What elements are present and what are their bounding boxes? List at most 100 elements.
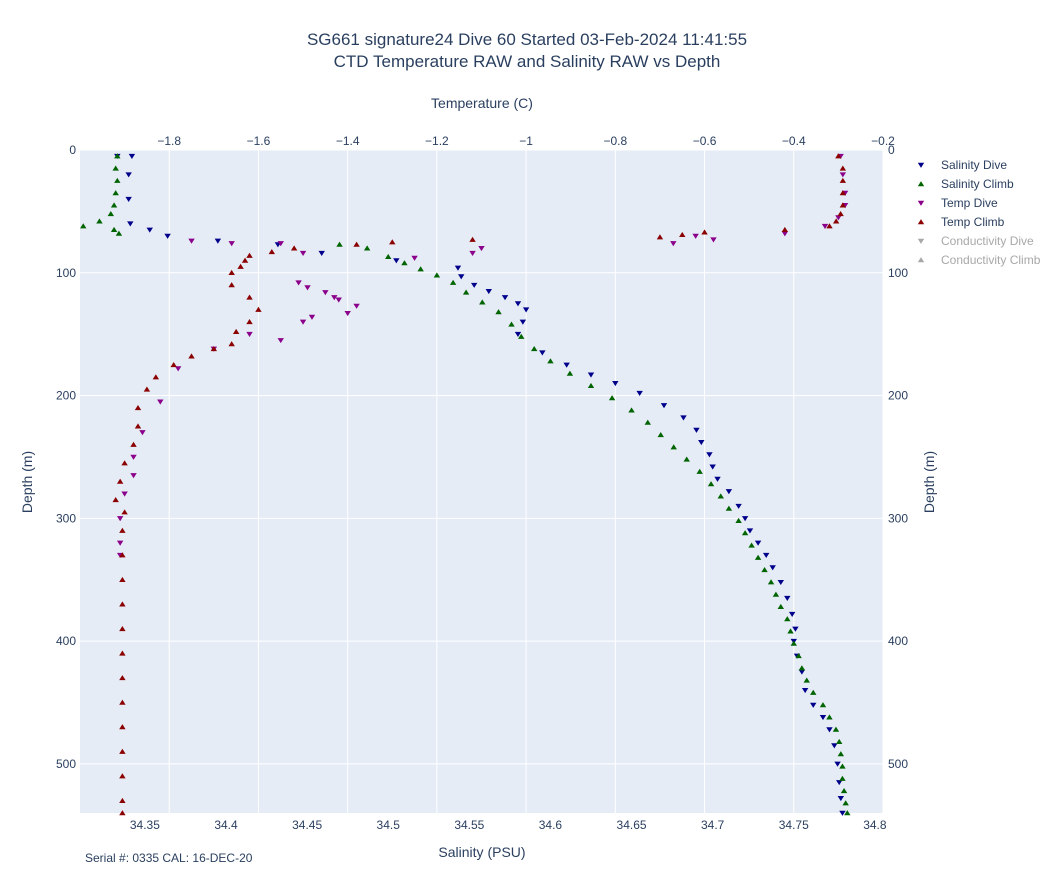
legend-label: Conductivity Climb [941, 253, 1041, 267]
temp-climb-point [781, 226, 789, 233]
temp-climb-point [232, 328, 240, 334]
salinity-dive-point [741, 516, 749, 522]
salinity-dive-point [164, 233, 171, 239]
salinity-climb-point [844, 810, 851, 816]
x-top-tick-label: −1 [519, 134, 533, 148]
temp-dive-point [322, 290, 329, 296]
temp-climb-point [839, 165, 847, 171]
salinity-climb-point [842, 800, 849, 806]
x-bottom-axis-title: Salinity (PSU) [438, 844, 525, 860]
temp-climb-point [839, 177, 847, 183]
temp-climb-point [246, 319, 253, 325]
temp-climb-point [837, 210, 844, 217]
salinity-climb-point [657, 431, 664, 438]
legend-label: Salinity Dive [941, 158, 1007, 172]
x-top-tick-label: −1.8 [157, 134, 181, 148]
salinity-dive-point [735, 503, 742, 509]
salinity-dive-point [539, 350, 546, 356]
salinity-dive-point [769, 565, 776, 571]
legend-item-temp-climb[interactable]: Temp Climb [917, 215, 1005, 229]
temp-climb-point [228, 341, 235, 347]
serial-footnote: Serial #: 0335 CAL: 16-DEC-20 [85, 851, 253, 865]
temp-dive-point [246, 331, 253, 338]
salinity-climb-point [707, 481, 715, 487]
salinity-climb-point [114, 177, 121, 183]
x-bottom-tick-label: 34.75 [779, 818, 809, 832]
temp-climb-point [228, 282, 235, 288]
legend-item-temp-dive[interactable]: Temp Dive [917, 196, 998, 210]
temp-climb-point [469, 236, 476, 242]
legend-marker [917, 200, 925, 206]
salinity-dive-point [318, 250, 325, 257]
salinity-climb-point [803, 677, 810, 683]
temp-dive-point [139, 430, 146, 436]
salinity-climb-point [790, 640, 797, 646]
temp-dive-point [304, 285, 311, 291]
salinity-climb-point [735, 517, 742, 524]
salinity-climb-point [741, 530, 749, 536]
grid-lines [80, 149, 884, 813]
temp-climb-point [389, 239, 396, 245]
legend-item-conductivity-climb[interactable]: Conductivity Climb [917, 253, 1041, 267]
salinity-climb-point [717, 493, 724, 499]
salinity-dive-point [680, 415, 687, 421]
salinity-dive-point [214, 238, 222, 244]
legend[interactable]: Salinity Dive Salinity Climb Temp Dive Temp… [917, 158, 1041, 267]
salinity-dive-point [754, 540, 762, 546]
salinity-dive-point [763, 552, 770, 559]
temp-dive-point [116, 516, 124, 522]
temp-dive-point [130, 473, 137, 479]
salinity-dive-point [801, 687, 809, 694]
temp-climb-point [170, 361, 177, 368]
salinity-climb-point [80, 223, 87, 229]
salinity-climb-point [839, 763, 846, 769]
salinity-dive-point [563, 362, 570, 368]
salinity-climb-point [787, 628, 794, 634]
salinity-climb-point [761, 567, 768, 573]
salinity-dive-point [798, 669, 806, 675]
x-bottom-tick-label: 34.8 [863, 818, 887, 832]
salinity-climb-point [810, 689, 817, 695]
salinity-dive-point [125, 172, 132, 178]
salinity-dive-point [128, 153, 136, 160]
salinity-dive-point [471, 282, 478, 288]
x-top-tick-label: −1.4 [336, 134, 360, 148]
y-right-axis-title: Depth (m) [921, 451, 937, 513]
temp-climb-point [826, 223, 833, 229]
salinity-climb-point [508, 321, 515, 327]
salinity-climb-point [628, 407, 635, 413]
salinity-dive-point [788, 611, 796, 617]
salinity-dive-point [393, 258, 400, 264]
salinity-dive-point [612, 381, 619, 387]
y-left-tick-label: 500 [56, 757, 76, 771]
temp-climb-point [268, 249, 276, 255]
temp-climb-point [119, 650, 126, 656]
temp-climb-point [134, 404, 142, 411]
temp-climb-point [119, 625, 126, 632]
x-bottom-tick-label: 34.4 [214, 818, 238, 832]
x-top-tick-label: −0.2 [871, 134, 895, 148]
salinity-dive-point [784, 595, 791, 602]
salinity-dive-point [587, 372, 595, 378]
salinity-dive-point [519, 319, 527, 325]
salinity-dive-point [485, 288, 492, 295]
temp-dive-point [469, 250, 476, 257]
plot-area [80, 150, 883, 813]
salinity-dive-point [706, 452, 713, 458]
temp-climb-point [121, 460, 128, 466]
salinity-climb-point [836, 738, 843, 745]
temp-climb-point [119, 797, 126, 803]
salinity-climb-point [772, 591, 780, 597]
chart-subtitle: CTD Temperature RAW and Salinity RAW vs … [334, 52, 721, 71]
salinity-dive-point [709, 464, 716, 470]
temp-climb-point [119, 699, 126, 705]
legend-item-conductivity-dive[interactable]: Conductivity Dive [917, 234, 1034, 248]
legend-item-salinity-climb[interactable]: Salinity Climb [917, 177, 1014, 191]
temp-climb-point [679, 231, 686, 237]
temp-dive-point [478, 245, 485, 252]
chart-title: SG661 signature24 Dive 60 Started 03-Feb… [307, 30, 747, 49]
salinity-climb-point [417, 266, 424, 272]
legend-item-salinity-dive[interactable]: Salinity Dive [917, 158, 1008, 172]
salinity-climb-point [644, 419, 651, 425]
x-bottom-tick-label: 34.6 [539, 818, 563, 832]
